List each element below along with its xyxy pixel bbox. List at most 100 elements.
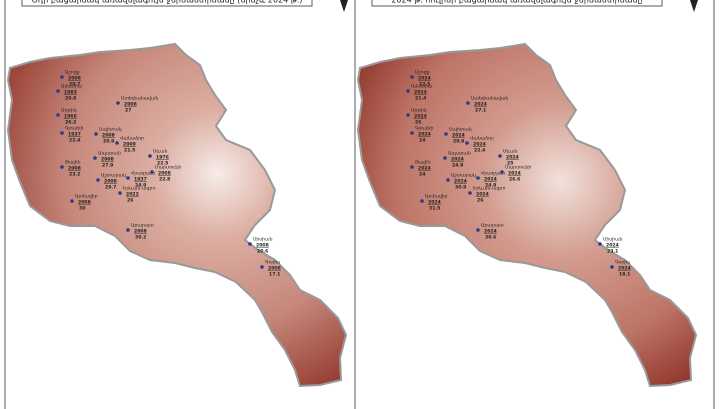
station-marker	[126, 228, 130, 232]
station-name: Գյումրի	[415, 126, 433, 132]
station-name: Վանաձոր	[120, 136, 144, 142]
station-year: 2024	[428, 200, 441, 206]
station-name: Ապարան	[448, 151, 471, 157]
station-marker	[93, 156, 97, 160]
station-name: Երևան-ագրո	[123, 186, 155, 192]
station-value: 22.5	[419, 82, 430, 88]
station-value: 21.5	[124, 148, 135, 154]
station-year: 2008	[124, 102, 137, 108]
station-marker	[444, 132, 448, 136]
station-year: 2008	[158, 171, 171, 177]
station-name: Սևան	[503, 149, 518, 155]
station-year: 2024	[618, 266, 631, 272]
station-name: Ամասիա	[61, 84, 83, 90]
station-year: 2024	[474, 102, 487, 108]
station-value: 27	[125, 108, 131, 114]
station-marker	[60, 75, 64, 79]
station-year: 2022	[126, 192, 139, 198]
north-arrow	[340, 0, 348, 12]
station-year: 1966	[64, 114, 77, 120]
station-name: Գյումրի	[65, 126, 83, 132]
station-value: 30.6	[485, 235, 496, 241]
station-year: 2024	[418, 76, 431, 82]
station-name: Թալին	[65, 160, 81, 166]
station-value: 23.2	[69, 172, 80, 178]
station-value: 22.8	[159, 177, 170, 183]
station-year: 2008	[78, 200, 91, 206]
station-marker	[410, 131, 414, 135]
station-marker	[610, 265, 614, 269]
station-year: 2009	[123, 142, 136, 148]
station-name: Արարատ	[131, 223, 154, 229]
station-name: Ստեփանավան	[121, 96, 158, 102]
station-name: Վանաձոր	[470, 136, 494, 142]
station-name: Արմավիր	[425, 194, 448, 200]
station-year: 2008	[68, 166, 81, 172]
station-value: 31.5	[429, 206, 440, 212]
station-marker	[498, 154, 502, 158]
station-marker	[260, 265, 264, 269]
station-year: 2008	[256, 243, 269, 249]
station-year: 2024	[476, 192, 489, 198]
station-marker	[126, 176, 130, 180]
station-year: 2024	[418, 166, 431, 172]
station-value: 20.7	[69, 82, 80, 88]
station-year: 2024	[506, 155, 519, 161]
station-year: 2024	[414, 90, 427, 96]
station-marker	[476, 176, 480, 180]
station-year: 2024	[418, 132, 431, 138]
station-name: Սպիտակ	[449, 127, 472, 133]
station-marker	[468, 191, 472, 195]
station-year: 2008	[104, 179, 117, 185]
map-panel: 2024 թ. հուլիսի բացարձակ առավելագույն ջե…	[356, 0, 698, 388]
title-box	[21, 0, 313, 7]
station-year: 2024	[484, 177, 497, 183]
station-year: 2024	[606, 243, 619, 249]
station-value: 24	[419, 172, 425, 178]
station-marker	[96, 178, 100, 182]
station-value: 26	[477, 198, 483, 204]
station-value: 23.1	[607, 249, 618, 255]
station-name: Հրազդան	[481, 171, 505, 177]
station-name: Սպիտակ	[99, 127, 122, 133]
station-name: Գորիս	[265, 260, 280, 266]
station-name: Հրազդան	[131, 171, 155, 177]
country-area	[6, 42, 348, 388]
north-arrow	[690, 0, 698, 12]
station-value: 26	[127, 198, 133, 204]
station-name: Արթիկ	[61, 108, 77, 114]
station-name: Աշտարակ	[101, 173, 126, 179]
station-name: Արարատ	[481, 223, 504, 229]
station-year: 1937	[134, 177, 147, 183]
station-name: Սևան	[153, 149, 168, 155]
station-value: 27.1	[475, 108, 486, 114]
station-value: 24.9	[135, 183, 146, 189]
station-name: Մարտունի	[505, 165, 531, 171]
station-value: 30	[79, 206, 85, 212]
station-marker	[500, 170, 504, 174]
station-marker	[60, 131, 64, 135]
station-year: 2008	[102, 133, 115, 139]
station-year: 2008	[134, 229, 147, 235]
station-year: 2024	[452, 133, 465, 139]
station-value: 20.9	[103, 139, 114, 145]
station-value: 20.9	[453, 139, 464, 145]
station-value: 27.9	[102, 163, 113, 169]
station-marker	[60, 165, 64, 169]
station-value: 26.2	[65, 120, 76, 126]
station-marker	[248, 242, 252, 246]
station-name: Աշտարակ	[451, 173, 476, 179]
map-title: 2024 թ. հուլիսի բացարձակ առավելագույն ջե…	[391, 0, 642, 5]
station-name: Սիսիան	[603, 237, 623, 243]
station-year: 2024	[414, 114, 427, 120]
station-name: Աշոցք	[415, 70, 430, 76]
station-marker	[56, 89, 60, 93]
station-value: 30.2	[135, 235, 146, 241]
station-marker	[446, 178, 450, 182]
station-year: 2024	[454, 179, 467, 185]
station-value: 18.1	[619, 272, 630, 278]
station-year: 2008	[68, 76, 81, 82]
country-area	[356, 42, 698, 388]
station-value: 20.6	[257, 249, 268, 255]
station-value: 25	[507, 161, 513, 167]
